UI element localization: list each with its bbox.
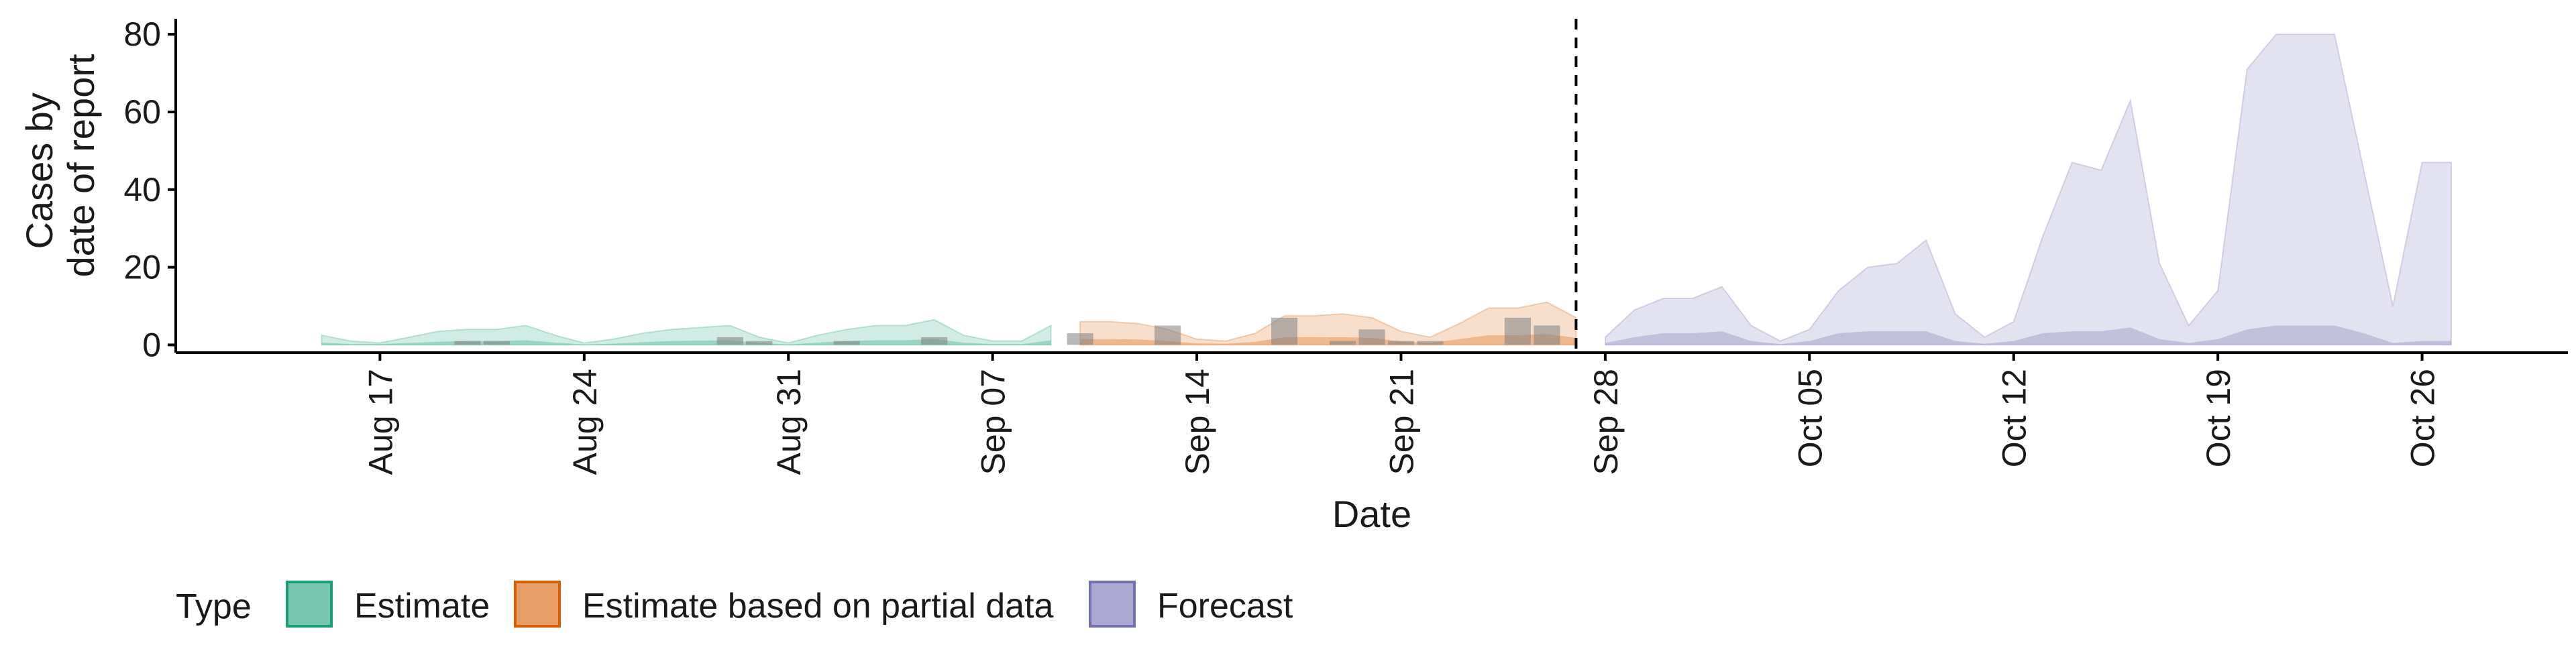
reported-case-bar	[1417, 341, 1444, 345]
reported-case-bar	[1067, 333, 1093, 345]
reported-case-bar	[1329, 341, 1356, 345]
band-90-forecast	[1604, 34, 2453, 346]
legend-key-estimate	[286, 581, 333, 628]
x-tick-label: Sep 21	[1383, 369, 1420, 475]
x-tick-label: Aug 24	[566, 369, 604, 475]
legend-label-forecast: Forecast	[1157, 587, 1293, 626]
x-tick-label: Aug 31	[770, 369, 808, 475]
reported-case-bar	[921, 337, 948, 345]
reported-case-bar	[483, 341, 510, 345]
axes	[174, 19, 2568, 354]
reported-case-bar	[1155, 325, 1181, 345]
legend-label-estimate: Estimate	[354, 587, 490, 626]
reported-case-bar	[454, 341, 481, 345]
x-tick-label: Sep 14	[1179, 369, 1216, 475]
reported-case-bar	[1387, 341, 1415, 345]
y-tick-label: 20	[123, 249, 161, 286]
legend-title: Type	[176, 587, 252, 626]
x-tick-label: Oct 12	[1996, 369, 2033, 467]
legend: Type Estimate Estimate based on partial d…	[176, 581, 1293, 628]
y-tick-label: 80	[123, 15, 161, 53]
reported-case-bars	[454, 317, 1560, 345]
x-tick-label: Oct 19	[2200, 369, 2237, 467]
reported-case-bar	[1271, 317, 1298, 345]
reported-case-bar	[746, 341, 773, 345]
reported-case-bar	[1358, 329, 1385, 345]
y-axis-title: Cases by date of report	[18, 54, 102, 278]
y-axis-ticks: 0 20 40 60 80	[123, 15, 176, 363]
x-axis-ticks: Aug 17 Aug 24 Aug 31 Sep 07 Sep 14 Sep 21 Sep …	[362, 353, 2442, 475]
reported-case-bar	[833, 341, 860, 345]
reported-case-bar	[1504, 317, 1532, 345]
legend-key-estimate-based-on-partial-data	[514, 581, 561, 628]
x-axis-title: Date	[1332, 493, 1411, 535]
legend-key-forecast	[1089, 581, 1136, 628]
x-tick-label: Oct 26	[2404, 369, 2442, 467]
band-50-estimate-based-on-partial-data	[1080, 334, 1576, 345]
x-tick-label: Sep 07	[975, 369, 1012, 475]
band-90-estimate	[321, 318, 1052, 346]
reported-case-bar	[1534, 325, 1560, 345]
y-tick-label: 40	[123, 171, 161, 209]
x-tick-label: Oct 05	[1791, 369, 1829, 467]
y-axis-title-line-2: date of report	[60, 54, 102, 278]
band-50-forecast	[1605, 325, 2452, 345]
y-tick-label: 60	[123, 93, 161, 131]
x-tick-label: Sep 28	[1587, 369, 1625, 475]
x-tick-label: Aug 17	[362, 369, 399, 475]
uncertainty-bands	[321, 34, 2453, 346]
y-axis-title-line-1: Cases by	[18, 93, 60, 249]
reported-case-bar	[716, 337, 743, 345]
y-tick-label: 0	[142, 326, 161, 363]
legend-label-estimate-based-on-partial-data: Estimate based on partial data	[582, 587, 1054, 626]
band-90-estimate-based-on-partial-data	[1079, 301, 1577, 346]
